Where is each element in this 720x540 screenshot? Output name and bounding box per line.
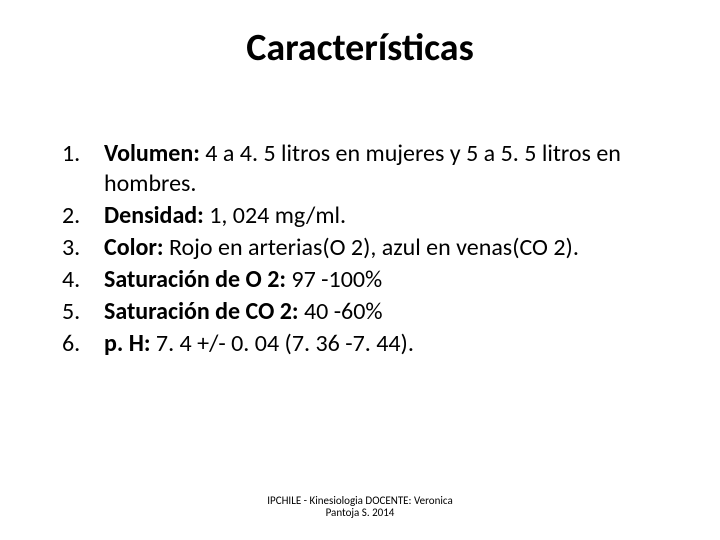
slide-footer: IPCHILE - Kinesiologia DOCENTE: Veronica… xyxy=(0,495,720,520)
characteristics-list: 1. Volumen: 4 a 4. 5 litros en mujeres y… xyxy=(60,139,660,359)
item-number: 4. xyxy=(60,265,104,295)
item-number: 6. xyxy=(60,329,104,359)
list-item: 3. Color: Rojo en arterias(O 2), azul en… xyxy=(60,233,660,263)
item-value: 97 -100% xyxy=(286,265,382,294)
list-item: 1. Volumen: 4 a 4. 5 litros en mujeres y… xyxy=(60,139,660,199)
item-content: Volumen: 4 a 4. 5 litros en mujeres y 5 … xyxy=(104,139,660,199)
slide: Características 1. Volumen: 4 a 4. 5 lit… xyxy=(0,0,720,540)
item-label: Volumen: xyxy=(104,139,200,168)
list-item: 6. p. H: 7. 4 +/- 0. 04 (7. 36 -7. 44). xyxy=(60,329,660,359)
item-number: 5. xyxy=(60,297,104,327)
item-content: Color: Rojo en arterias(O 2), azul en ve… xyxy=(104,233,660,263)
item-number: 1. xyxy=(60,139,104,199)
item-content: Densidad: 1, 024 mg/ml. xyxy=(104,201,660,231)
slide-title: Características xyxy=(60,25,660,71)
item-value: Rojo en arterias(O 2), azul en venas(CO … xyxy=(164,233,579,262)
item-label: p. H: xyxy=(104,329,150,358)
item-value: 1, 024 mg/ml. xyxy=(204,201,346,230)
list-item: 5. Saturación de CO 2: 40 -60% xyxy=(60,297,660,327)
item-label: Saturación de O 2: xyxy=(104,265,286,294)
list-item: 2. Densidad: 1, 024 mg/ml. xyxy=(60,201,660,231)
item-value: 40 -60% xyxy=(299,297,383,326)
item-content: p. H: 7. 4 +/- 0. 04 (7. 36 -7. 44). xyxy=(104,329,660,359)
item-label: Saturación de CO 2: xyxy=(104,297,299,326)
list-item: 4. Saturación de O 2: 97 -100% xyxy=(60,265,660,295)
footer-line-2: Pantoja S. 2014 xyxy=(0,507,720,520)
item-content: Saturación de CO 2: 40 -60% xyxy=(104,297,660,327)
item-label: Color: xyxy=(104,233,164,262)
item-number: 2. xyxy=(60,201,104,231)
item-content: Saturación de O 2: 97 -100% xyxy=(104,265,660,295)
item-number: 3. xyxy=(60,233,104,263)
item-value: 7. 4 +/- 0. 04 (7. 36 -7. 44). xyxy=(150,329,413,358)
item-label: Densidad: xyxy=(104,201,204,230)
